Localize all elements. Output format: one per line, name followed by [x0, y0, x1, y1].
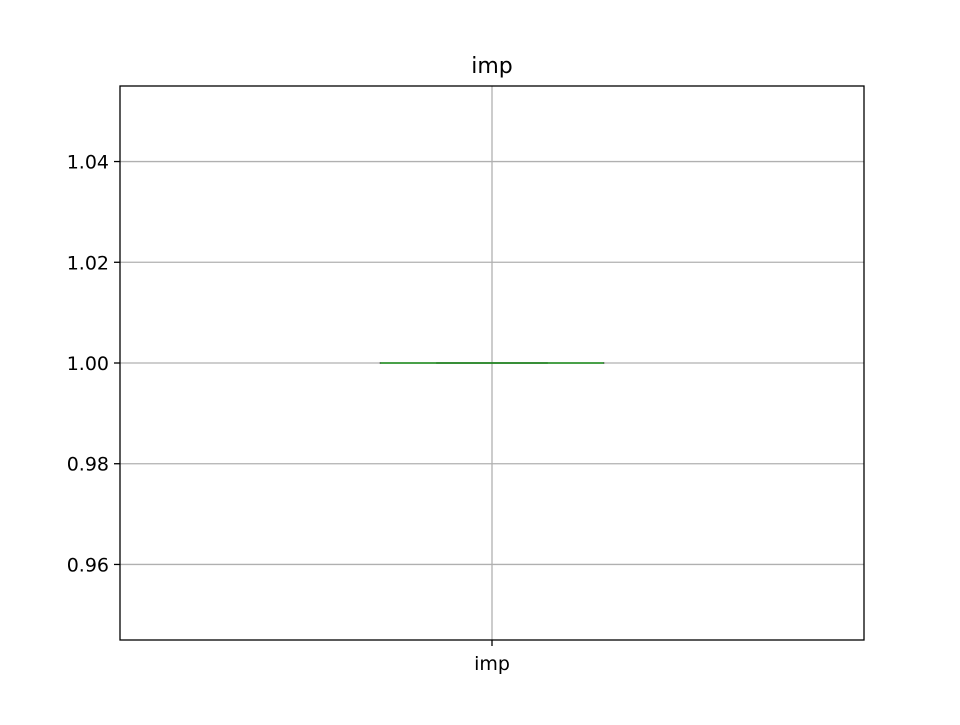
y-tick-label: 1.00 [67, 353, 109, 375]
chart-title: imp [471, 54, 513, 79]
x-tick-label: imp [474, 653, 510, 675]
y-tick-label: 0.98 [67, 454, 109, 476]
y-tick-label: 0.96 [67, 554, 109, 576]
y-tick-label: 1.02 [67, 252, 109, 274]
y-tick-label: 1.04 [67, 152, 109, 174]
